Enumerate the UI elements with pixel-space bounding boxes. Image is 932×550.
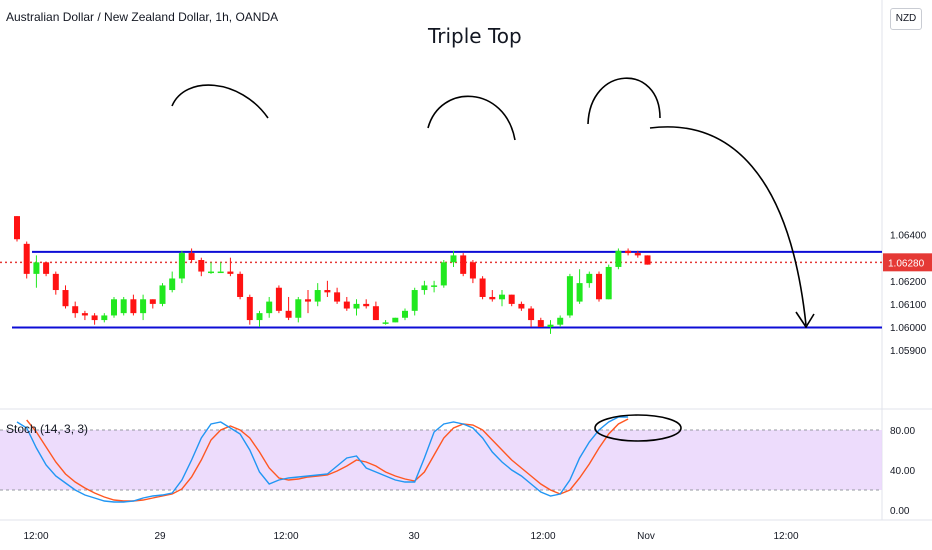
candle-body [469,262,476,279]
stochastic-tick-label: 40.00 [890,466,915,477]
stochastic-tick-label: 80.00 [890,426,915,437]
candle-body [227,271,234,274]
candle-body [440,262,447,286]
price-tick-label: 1.06200 [890,277,927,288]
candle-body [518,303,525,309]
candle-body [557,317,564,325]
time-tick-label: Nov [637,531,655,542]
candle-body [285,310,292,318]
candle-body [295,299,302,318]
candle-body [305,299,311,302]
candle-body [411,290,418,311]
candle-body [634,253,641,256]
candle-body [52,273,59,291]
candle-body [208,271,214,274]
time-tick-label: 12:00 [273,531,298,542]
candle-body [33,262,40,274]
candle-body [91,315,98,321]
candle-body [72,306,79,314]
top-arc-1 [171,84,269,119]
candle-body [334,292,341,302]
time-tick-label: 29 [154,531,166,542]
top-arc-3 [587,77,661,125]
price-tick-label: 1.06100 [890,300,927,311]
candle-body [431,285,438,287]
candle-body [547,324,554,327]
candle-body [169,278,176,291]
time-tick-label: 12:00 [530,531,555,542]
candle-body [14,216,20,240]
current-price-tag [883,253,932,272]
projection-arrow [649,126,807,326]
candle-body [111,299,117,316]
current-price-label: 1.06280 [888,258,925,269]
candle-body [62,290,69,307]
candle-body [363,303,370,307]
candle-body [324,290,331,293]
candle-body [450,255,457,263]
price-tick-label: 1.06000 [890,323,927,334]
time-tick-label: 12:00 [773,531,798,542]
candle-body [101,315,108,321]
price-tick-label: 1.06400 [890,231,927,242]
candle-body [644,255,651,265]
candle-body [246,296,253,321]
projection-arrowhead [795,311,815,329]
candle-body [605,266,612,300]
candle-body [43,262,50,274]
candle-body [140,299,147,314]
candle-body [625,250,632,254]
candle-body [566,276,573,316]
stochastic-label: Stoch (14, 3, 3) [6,422,89,436]
candle-body [353,303,360,309]
candle-body [402,310,408,318]
candle-body [266,301,273,314]
candle-body [576,283,583,302]
candle-body [499,294,505,300]
candle-body [149,299,156,304]
time-tick-label: 12:00 [23,531,48,542]
candle-body [596,273,602,300]
symbol-title: Australian Dollar / New Zealand Dollar, … [6,10,279,24]
candle-body [188,253,195,261]
chart-title: Triple Top [428,24,522,48]
stochastic-k-line [16,416,629,503]
currency-button[interactable]: NZD [890,8,922,30]
candle-body [178,253,185,279]
candle-body [81,313,88,316]
candle-body [343,301,350,309]
candle-body [382,322,389,324]
candle-body [489,296,496,300]
candle-body [615,250,622,267]
candle-body [528,308,535,321]
price-tick-label: 1.05900 [890,346,927,357]
candle-body [130,299,137,314]
candle-body [372,306,379,321]
candle-body [120,299,127,314]
candle-body [460,255,467,274]
candle-body [159,285,166,304]
candle-body [479,278,486,297]
candle-body [237,273,244,297]
stochastic-tick-label: 0.00 [890,506,910,517]
candle-body [314,290,321,302]
candle-body [23,243,30,274]
candle-body [217,271,224,274]
candle-body [537,320,544,327]
candle-body [198,260,205,272]
candle-body [586,273,593,284]
candle-body [421,285,428,291]
candle-body [275,287,282,311]
candle-body [256,313,263,321]
time-tick-label: 30 [408,531,420,542]
candle-body [508,294,515,304]
candle-body [392,317,399,323]
stochastic-band [0,430,882,490]
stochastic-circle [594,414,682,442]
top-arc-2 [427,95,516,141]
